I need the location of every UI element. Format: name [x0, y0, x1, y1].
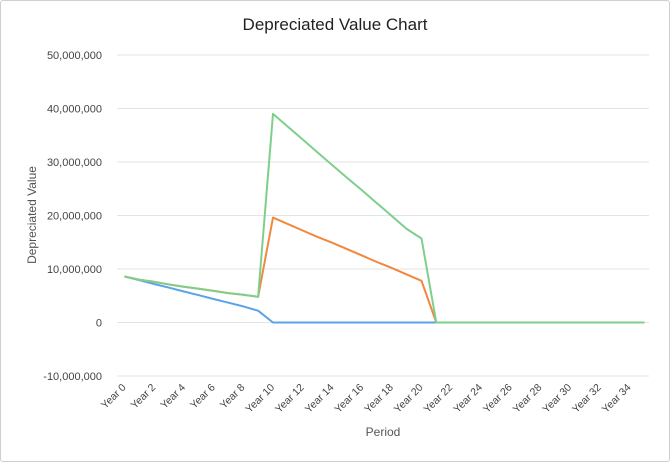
- x-tick-label: Year 20: [392, 382, 426, 416]
- series-line-3: [124, 112, 645, 324]
- x-tick-label: Year 24: [451, 382, 485, 416]
- y-tick-label: 0: [96, 318, 102, 330]
- x-axis-title: Period: [366, 425, 401, 439]
- x-tick-label: Year 4: [158, 382, 188, 412]
- y-tick-label: 20,000,000: [47, 211, 102, 223]
- x-tick-label: Year 30: [540, 382, 574, 416]
- x-tick-label: Year 26: [481, 382, 515, 416]
- x-tick-label: Year 34: [600, 382, 634, 416]
- x-tick-label: Year 0: [99, 382, 129, 412]
- series-lines: [124, 112, 645, 324]
- y-axis-ticks: 50,000,000 40,000,000 30,000,000 20,000,000…: [43, 50, 102, 383]
- y-tick-label: 10,000,000: [47, 264, 102, 276]
- y-tick-label: 30,000,000: [47, 157, 102, 169]
- gridlines: [117, 54, 649, 377]
- x-tick-label: Year 10: [243, 382, 277, 416]
- y-tick-label: -10,000,000: [43, 371, 102, 383]
- x-tick-label: Year 22: [422, 382, 456, 416]
- chart-title: Depreciated Value Chart: [242, 15, 428, 34]
- y-tick-label: 40,000,000: [47, 104, 102, 116]
- x-tick-label: Year 2: [129, 382, 159, 412]
- series-line-2: [124, 216, 645, 324]
- x-tick-label: Year 28: [511, 382, 545, 416]
- series-line-1: [124, 275, 645, 324]
- x-tick-label: Year 16: [332, 382, 366, 416]
- x-tick-label: Year 6: [188, 382, 218, 412]
- y-axis-title: Depreciated Value: [25, 166, 39, 264]
- x-tick-label: Year 12: [273, 382, 307, 416]
- x-tick-label: Year 18: [362, 382, 396, 416]
- x-tick-label: Year 14: [303, 382, 337, 416]
- y-tick-label: 50,000,000: [47, 50, 102, 62]
- x-tick-label: Year 32: [570, 382, 604, 416]
